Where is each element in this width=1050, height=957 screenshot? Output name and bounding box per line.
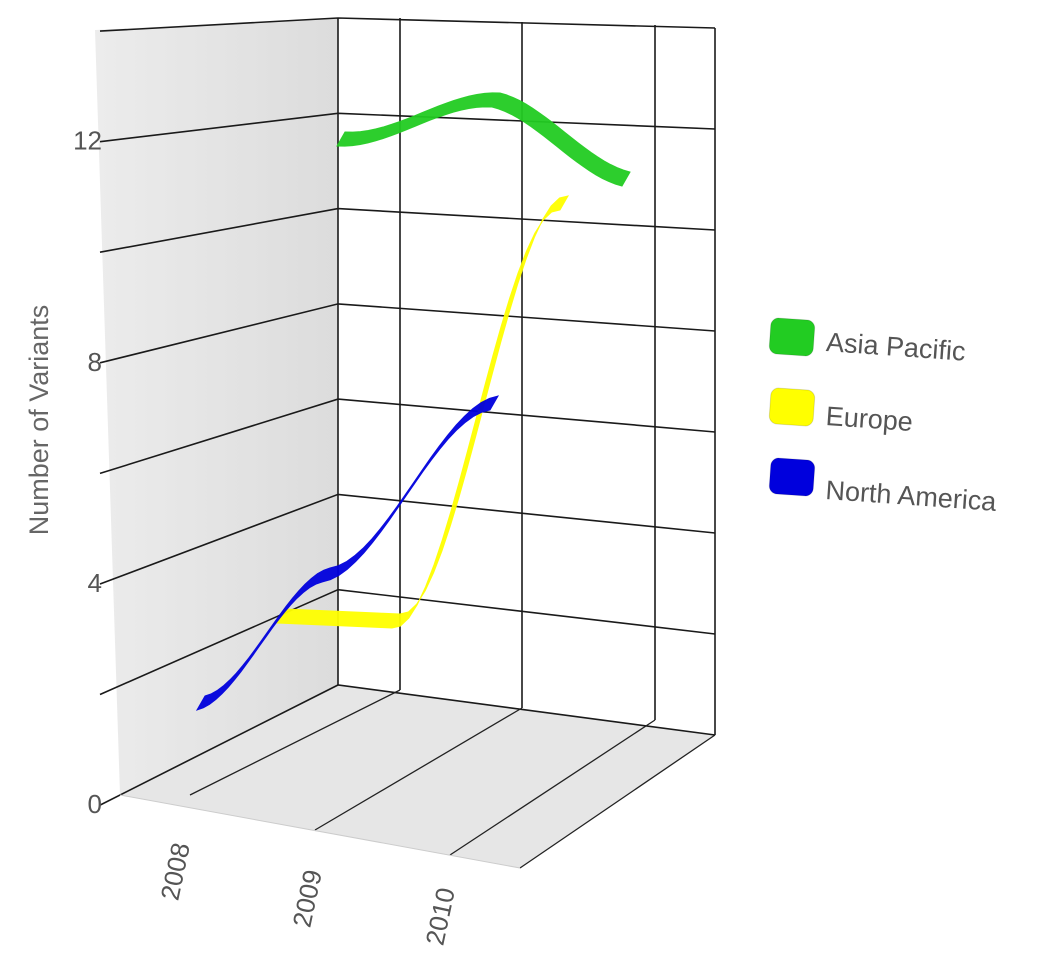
- series-ribbon-asia-pacific: [336, 92, 631, 187]
- floor: [120, 685, 715, 868]
- legend-swatch: [768, 457, 816, 497]
- floor-line: [314, 707, 523, 831]
- x-tick-label: 2010: [419, 885, 460, 948]
- legend-swatch: [768, 317, 816, 357]
- legend-label: Asia Pacific: [825, 327, 966, 367]
- legend-swatch: [768, 387, 816, 427]
- y-axis-title: Number of Variants: [24, 305, 54, 536]
- left-wall: [95, 18, 338, 795]
- y-tick-label: 4: [88, 568, 102, 598]
- x-axis-ticks: 2008 2009 2010: [154, 840, 460, 948]
- y-tick-label: 8: [88, 347, 102, 377]
- x-tick-label: 2009: [286, 867, 327, 930]
- ribbons: [195, 92, 631, 711]
- floor-line: [449, 719, 656, 856]
- y-axis-ticks: 0 4 8 12: [73, 126, 102, 819]
- floor-line: [519, 734, 716, 869]
- floor-line: [189, 689, 401, 796]
- y-tick-label: 12: [73, 126, 102, 156]
- legend: Asia Pacific Europe North America: [768, 317, 999, 517]
- x-tick-label: 2008: [154, 840, 195, 903]
- legend-label: Europe: [825, 401, 914, 437]
- floor-edge: [119, 794, 521, 869]
- y-tick-label: 0: [88, 789, 102, 819]
- series-ribbon-north-america: [195, 395, 500, 711]
- legend-label: North America: [825, 475, 999, 517]
- series-ribbon-europe: [276, 195, 570, 629]
